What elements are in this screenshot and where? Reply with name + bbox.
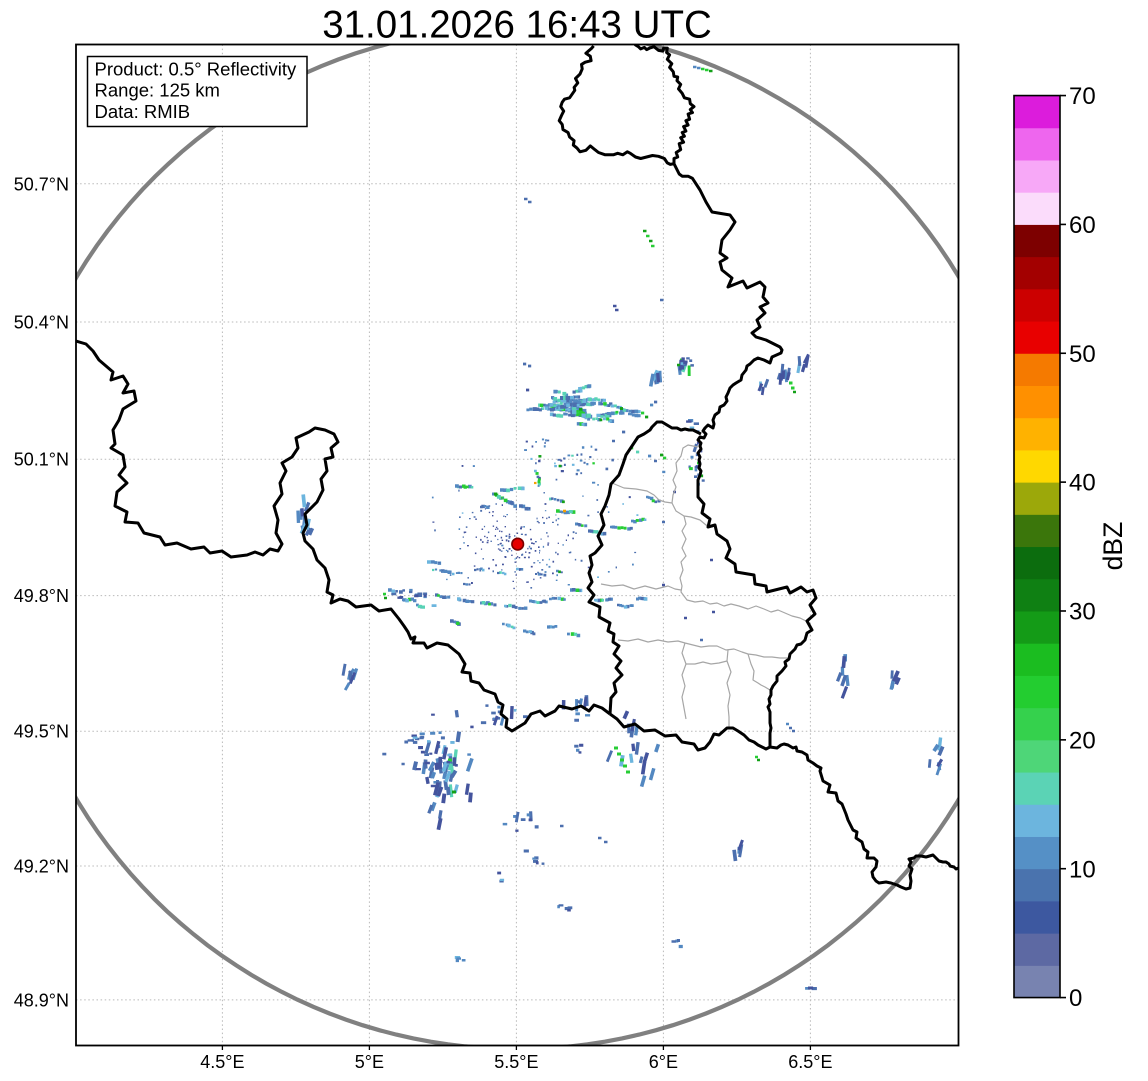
svg-text:Data: RMIB: Data: RMIB [95, 101, 191, 122]
svg-text:4.5°E: 4.5°E [200, 1052, 244, 1072]
svg-text:5°E: 5°E [355, 1052, 384, 1072]
svg-text:31.01.2026 16:43 UTC: 31.01.2026 16:43 UTC [322, 4, 712, 47]
svg-text:48.9°N: 48.9°N [14, 990, 69, 1010]
svg-text:10: 10 [1069, 856, 1096, 883]
svg-text:50.7°N: 50.7°N [14, 174, 69, 194]
svg-text:0: 0 [1069, 985, 1082, 1012]
svg-text:dBZ: dBZ [1098, 522, 1128, 571]
svg-text:49.5°N: 49.5°N [14, 722, 69, 742]
svg-text:49.2°N: 49.2°N [14, 856, 69, 876]
svg-text:6°E: 6°E [649, 1052, 678, 1072]
svg-text:70: 70 [1069, 83, 1096, 110]
svg-text:20: 20 [1069, 727, 1096, 754]
svg-text:50.1°N: 50.1°N [14, 450, 69, 470]
svg-text:30: 30 [1069, 599, 1096, 626]
svg-text:50.4°N: 50.4°N [14, 312, 69, 332]
svg-text:60: 60 [1069, 212, 1096, 239]
svg-text:40: 40 [1069, 470, 1096, 497]
svg-text:Product: 0.5° Reflectivity: Product: 0.5° Reflectivity [95, 58, 297, 79]
svg-text:5.5°E: 5.5°E [494, 1052, 538, 1072]
svg-text:50: 50 [1069, 341, 1096, 368]
svg-text:Range: 125 km: Range: 125 km [95, 80, 220, 101]
svg-text:49.8°N: 49.8°N [14, 586, 69, 606]
svg-text:6.5°E: 6.5°E [788, 1052, 832, 1072]
